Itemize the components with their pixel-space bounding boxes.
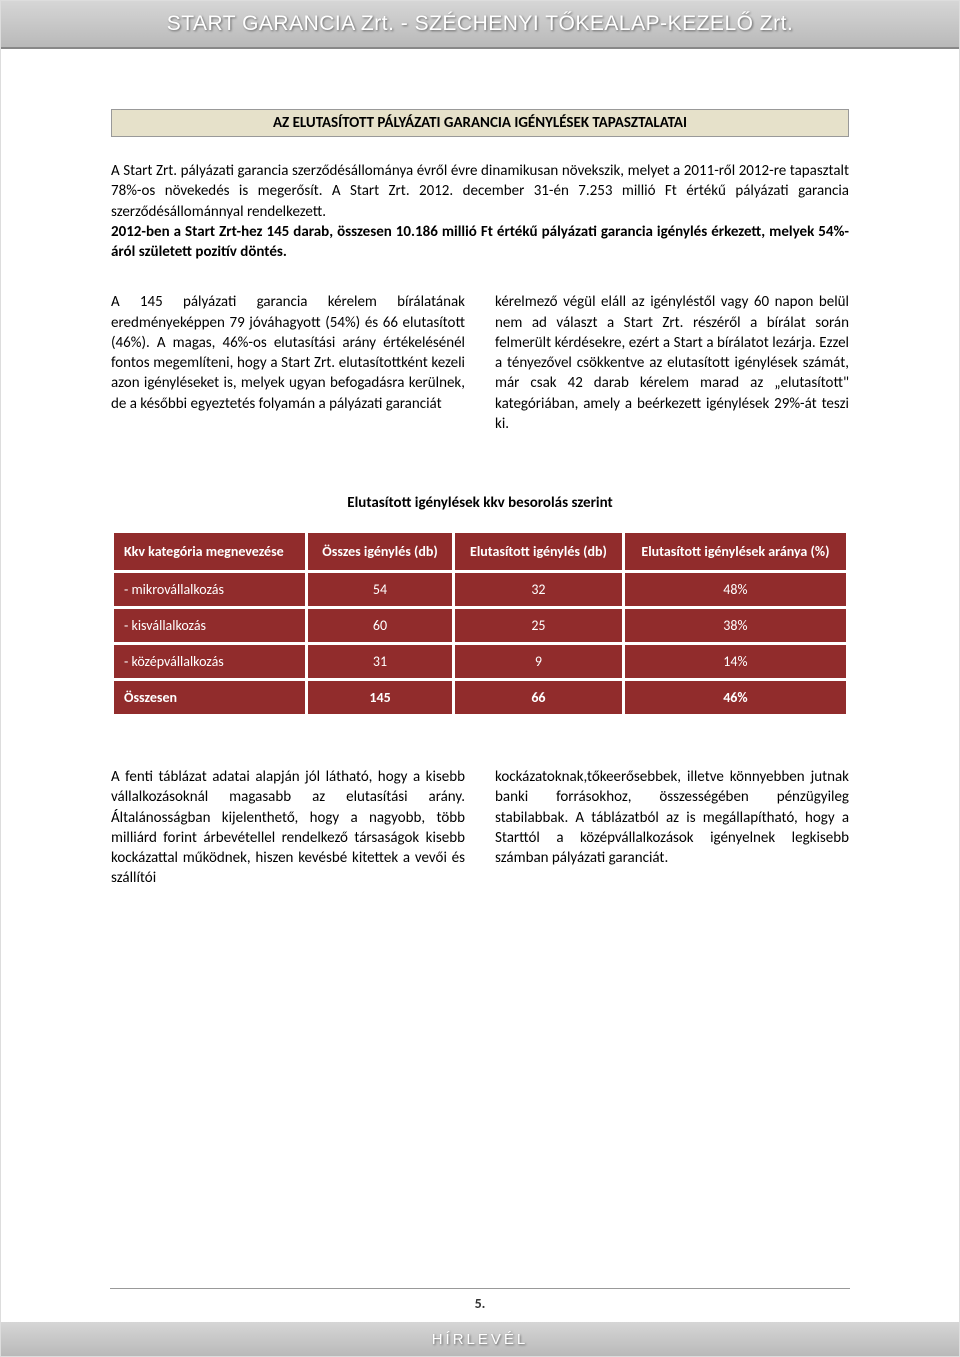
cell: 60 bbox=[308, 609, 452, 642]
column-right-2: kockázatoknak,tőkeerősebbek, illetve kön… bbox=[495, 767, 849, 889]
cell: 32 bbox=[455, 573, 622, 606]
cell: 46% bbox=[625, 681, 846, 714]
section-title: AZ ELUTASÍTOTT PÁLYÁZATI GARANCIA IGÉNYL… bbox=[111, 109, 849, 137]
cell: 31 bbox=[308, 645, 452, 678]
footer-bar: HÍRLEVÉL bbox=[1, 1322, 959, 1356]
column-left-1: A 145 pályázati garancia kérelem bírálat… bbox=[111, 292, 465, 434]
intro-text: A Start Zrt. pályázati garancia szerződé… bbox=[111, 162, 849, 221]
cell: 14% bbox=[625, 645, 846, 678]
page-number: 5. bbox=[475, 1295, 486, 1312]
table-row-total: Összesen 145 66 46% bbox=[114, 681, 846, 714]
header-bar: START GARANCIA Zrt. - SZÉCHENYI TŐKEALAP… bbox=[1, 1, 959, 49]
col-header-3: Elutasított igénylések aránya (%) bbox=[625, 533, 846, 570]
table-row: - mikrovállalkozás 54 32 48% bbox=[114, 573, 846, 606]
col-header-1: Összes igénylés (db) bbox=[308, 533, 452, 570]
page-number-divider bbox=[110, 1288, 850, 1289]
column-left-2: A fenti táblázat adatai alapján jól láth… bbox=[111, 767, 465, 889]
table-title: Elutasított igénylések kkv besorolás sze… bbox=[111, 494, 849, 512]
cell: - középvállalkozás bbox=[114, 645, 305, 678]
page-number-block: 5. bbox=[1, 1288, 959, 1312]
cell: 54 bbox=[308, 573, 452, 606]
cell: - mikrovállalkozás bbox=[114, 573, 305, 606]
cell: 145 bbox=[308, 681, 452, 714]
kkv-table: Kkv kategória megnevezése Összes igénylé… bbox=[111, 530, 849, 717]
cell: 9 bbox=[455, 645, 622, 678]
two-column-block-1: A 145 pályázati garancia kérelem bírálat… bbox=[111, 292, 849, 434]
col-header-0: Kkv kategória megnevezése bbox=[114, 533, 305, 570]
table-row: - középvállalkozás 31 9 14% bbox=[114, 645, 846, 678]
table-row: - kisvállalkozás 60 25 38% bbox=[114, 609, 846, 642]
cell: Összesen bbox=[114, 681, 305, 714]
header-title: START GARANCIA Zrt. - SZÉCHENYI TŐKEALAP… bbox=[167, 12, 794, 36]
cell: 38% bbox=[625, 609, 846, 642]
page-container: START GARANCIA Zrt. - SZÉCHENYI TŐKEALAP… bbox=[0, 0, 960, 1357]
cell: - kisvállalkozás bbox=[114, 609, 305, 642]
cell: 66 bbox=[455, 681, 622, 714]
cell: 48% bbox=[625, 573, 846, 606]
col-header-2: Elutasított igénylés (db) bbox=[455, 533, 622, 570]
table-header-row: Kkv kategória megnevezése Összes igénylé… bbox=[114, 533, 846, 570]
intro-bold: 2012-ben a Start Zrt-hez 145 darab, össz… bbox=[111, 223, 849, 261]
cell: 25 bbox=[455, 609, 622, 642]
footer-label: HÍRLEVÉL bbox=[432, 1331, 529, 1348]
intro-paragraph: A Start Zrt. pályázati garancia szerződé… bbox=[111, 161, 849, 262]
content-area: AZ ELUTASÍTOTT PÁLYÁZATI GARANCIA IGÉNYL… bbox=[1, 49, 959, 989]
two-column-block-2: A fenti táblázat adatai alapján jól láth… bbox=[111, 767, 849, 889]
column-right-1: kérelmező végül eláll az igényléstől vag… bbox=[495, 292, 849, 434]
